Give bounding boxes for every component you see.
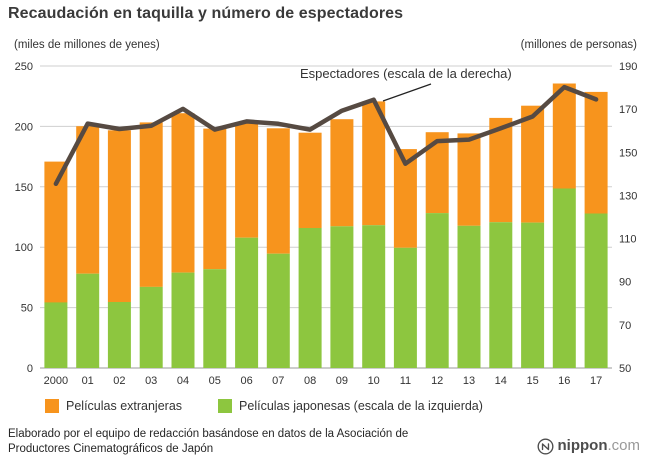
svg-text:150: 150	[619, 147, 637, 159]
legend-label-japanese: Películas japonesas (escala de la izquie…	[239, 399, 483, 413]
svg-text:12: 12	[431, 375, 443, 387]
svg-text:250: 250	[15, 61, 33, 73]
source-note: Elaborado por el equipo de redacción bas…	[8, 427, 408, 457]
svg-text:15: 15	[526, 375, 538, 387]
svg-text:16: 16	[558, 375, 570, 387]
svg-text:190: 190	[619, 61, 637, 73]
nippon-logo: nippon.com	[537, 437, 640, 455]
svg-text:50: 50	[619, 363, 631, 375]
svg-text:10: 10	[368, 375, 380, 387]
nippon-logo-icon	[537, 438, 553, 454]
svg-text:100: 100	[15, 242, 33, 254]
svg-text:13: 13	[463, 375, 475, 387]
svg-text:90: 90	[619, 277, 631, 289]
svg-text:150: 150	[15, 182, 33, 194]
svg-text:03: 03	[145, 375, 157, 387]
svg-text:11: 11	[400, 375, 411, 387]
page-title: Recaudación en taquilla y número de espe…	[8, 5, 404, 22]
chart-svg: 0501001502002505070901101301501701902000…	[15, 61, 638, 387]
svg-text:02: 02	[113, 375, 125, 387]
brand-name-light: .com	[607, 437, 640, 454]
source-note-line1: Elaborado por el equipo de redacción bas…	[8, 428, 409, 440]
svg-text:130: 130	[619, 190, 637, 202]
svg-text:2000: 2000	[44, 375, 68, 387]
legend-item-foreign-films: Películas extranjeras	[45, 399, 182, 413]
svg-text:01: 01	[82, 375, 94, 387]
brand-name-bold: nippon	[557, 437, 608, 454]
legend-swatch-foreign-icon	[45, 399, 59, 413]
svg-text:14: 14	[495, 375, 507, 387]
legend-item-japanese-films: Películas japonesas (escala de la izquie…	[218, 399, 483, 413]
legend-label-foreign: Películas extranjeras	[66, 399, 183, 413]
svg-text:70: 70	[619, 320, 631, 332]
svg-text:200: 200	[15, 121, 33, 133]
chart-legend: Películas extranjeras Películas japonesa…	[45, 399, 483, 413]
svg-text:110: 110	[619, 234, 637, 246]
svg-text:0: 0	[27, 363, 33, 375]
legend-swatch-japanese-icon	[218, 399, 233, 413]
svg-text:07: 07	[272, 375, 284, 387]
svg-text:08: 08	[304, 375, 316, 387]
svg-text:170: 170	[619, 104, 637, 116]
svg-text:09: 09	[336, 375, 348, 387]
source-note-line2: Productores Cinematográficos de Japón	[8, 443, 214, 455]
svg-text:06: 06	[240, 375, 252, 387]
svg-text:04: 04	[177, 375, 189, 387]
svg-text:17: 17	[590, 375, 602, 387]
right-axis-unit: (millones de personas)	[520, 39, 637, 51]
line-annotation: Espectadores (escala de la derecha)	[300, 66, 512, 81]
left-axis-unit: (miles de millones de yenes)	[14, 39, 160, 51]
svg-text:05: 05	[209, 375, 221, 387]
svg-text:50: 50	[21, 303, 33, 315]
